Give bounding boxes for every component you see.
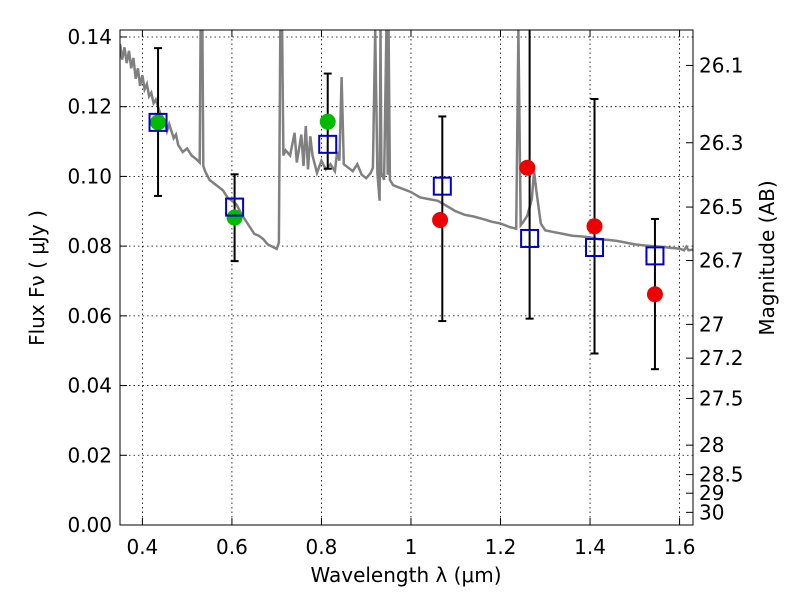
- x-tick-label: 1.4: [574, 535, 606, 559]
- magnitude-tick-label: 28: [699, 433, 724, 457]
- observed-nir-point: [646, 286, 663, 303]
- magnitude-tick-label: 27: [699, 312, 724, 336]
- x-tick-label: 0.8: [306, 535, 338, 559]
- y-tick-label: 0.08: [67, 234, 112, 258]
- model-photometry-square: [225, 197, 245, 217]
- y-tick-label: 0.12: [67, 95, 112, 119]
- observed-nir-point: [519, 159, 536, 176]
- plot-frame: [119, 29, 694, 526]
- observed-optical-point: [319, 113, 336, 130]
- observed-optical-points: [150, 113, 336, 226]
- magnitude-tick-label: 27.2: [699, 346, 744, 370]
- model-photometry-square: [432, 176, 452, 196]
- observed-nir-point: [586, 218, 603, 235]
- right-y-axis-title: Magnitude (AB): [755, 180, 779, 335]
- observed-nir-points: [432, 159, 663, 303]
- plot-content: [120, 30, 693, 371]
- magnitude-tick-label: 28.5: [699, 463, 744, 487]
- y-axis-ticks: 0.00 0.02 0.04 0.06 0.08 0.10 0.12 0.14: [67, 25, 127, 537]
- y-tick-label: 0.00: [67, 513, 112, 537]
- magnitude-tick-label: 27.5: [699, 386, 744, 410]
- y-tick-label: 0.10: [67, 164, 112, 188]
- magnitude-tick-label: 26.5: [699, 195, 744, 219]
- observed-optical-point: [226, 209, 243, 226]
- x-axis-ticks: 0.4 0.6 0.8 1 1.2 1.4 1.6: [126, 30, 695, 559]
- y-tick-label: 0.06: [67, 304, 112, 328]
- grid-lines: [120, 30, 693, 526]
- model-photometry-square: [148, 112, 168, 132]
- magnitude-tick-label: 29: [699, 481, 724, 505]
- y-tick-label: 0.04: [67, 374, 112, 398]
- model-photometry-squares: [148, 112, 665, 266]
- magnitude-tick-label: 26.7: [699, 249, 744, 273]
- y-tick-label: 0.14: [67, 25, 112, 49]
- model-photometry-square: [318, 134, 338, 154]
- x-axis-title: Wavelength λ (μm): [310, 563, 501, 587]
- magnitude-tick-label: 30: [699, 500, 724, 524]
- x-tick-label: 0.6: [216, 535, 248, 559]
- observed-optical-point: [150, 114, 167, 131]
- x-tick-label: 1.6: [664, 535, 696, 559]
- model-photometry-square: [585, 238, 605, 258]
- y-axis-title: Flux Fν ( μJy ): [25, 210, 49, 346]
- x-tick-label: 1.2: [485, 535, 517, 559]
- model-photometry-square: [645, 246, 665, 266]
- model-photometry-square: [520, 228, 540, 248]
- observed-nir-point: [432, 211, 449, 228]
- magnitude-tick-label: 26.1: [699, 53, 744, 77]
- x-tick-label: 1: [405, 535, 418, 559]
- magnitude-tick-label: 26.3: [699, 131, 744, 155]
- x-tick-label: 0.4: [126, 535, 158, 559]
- y-tick-label: 0.02: [67, 443, 112, 467]
